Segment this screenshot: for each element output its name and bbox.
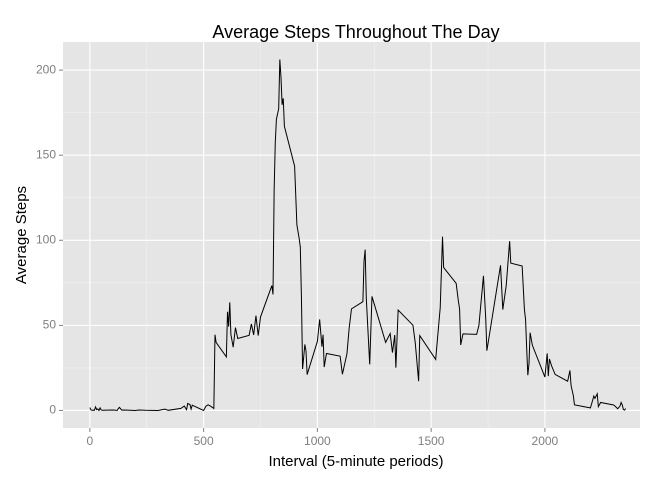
x-tick-label: 1500	[418, 434, 445, 448]
chart-title: Average Steps Throughout The Day	[212, 22, 499, 42]
y-tick-label: 50	[43, 318, 57, 332]
y-tick-label: 150	[36, 147, 56, 161]
y-tick-label: 0	[49, 403, 56, 417]
x-axis-title: Interval (5-minute periods)	[268, 453, 443, 470]
x-tick-label: 500	[194, 434, 214, 448]
data-line	[89, 59, 627, 412]
y-axis-title: Average Steps	[13, 186, 30, 284]
panel	[63, 42, 640, 428]
x-tick-label: 2000	[532, 434, 559, 448]
y-tick-label: 100	[36, 232, 56, 246]
x-tick-label: 0	[87, 434, 94, 448]
x-tick-label: 1000	[304, 434, 331, 448]
y-tick-label: 200	[36, 62, 56, 76]
